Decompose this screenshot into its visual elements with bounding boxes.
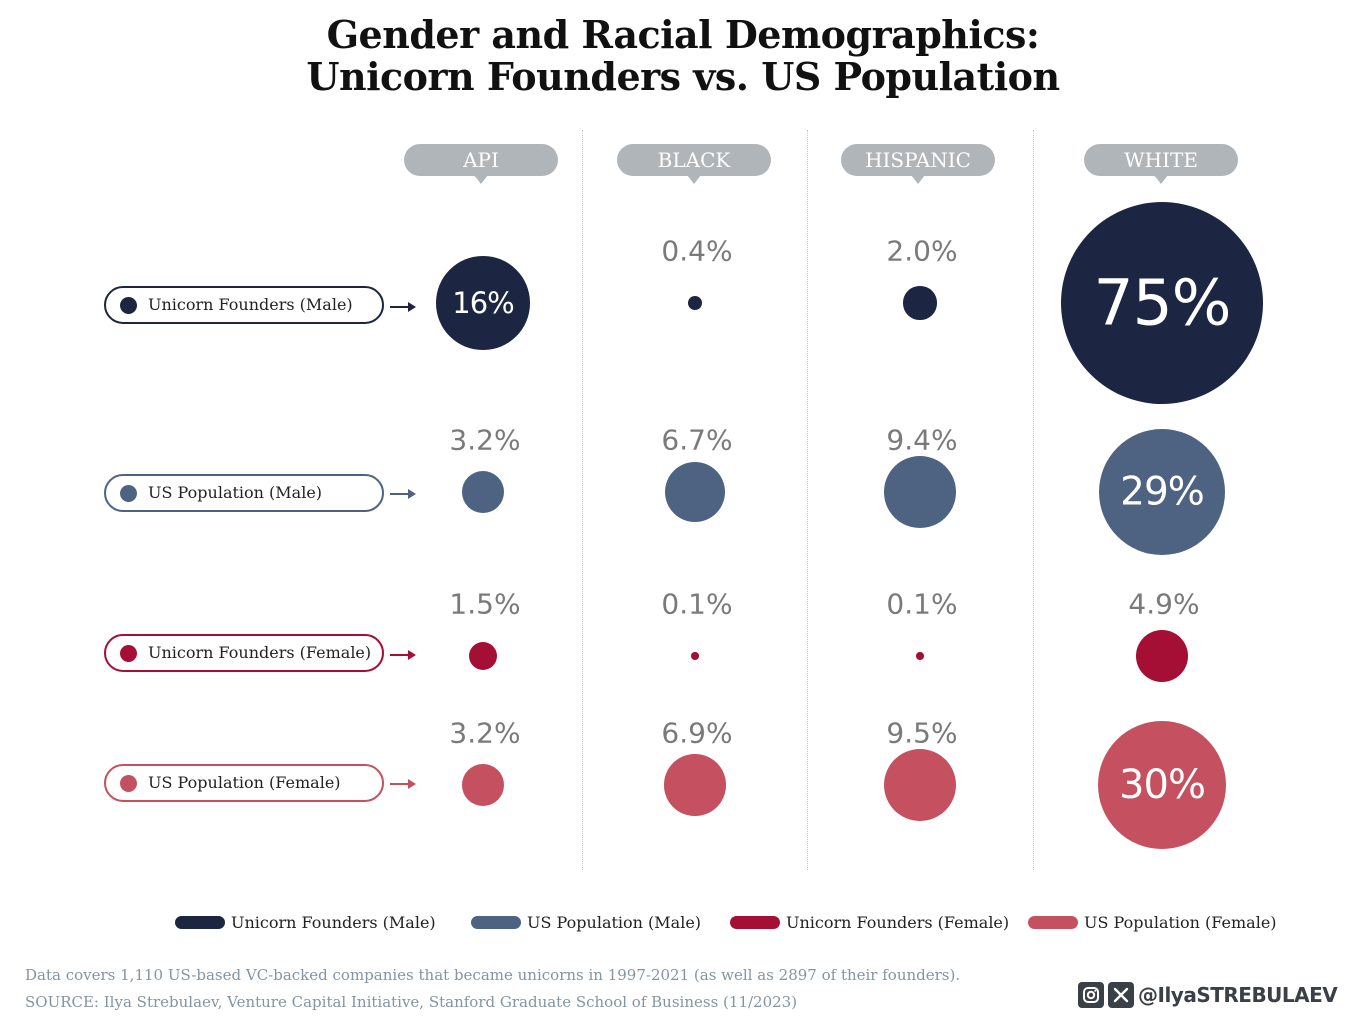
- legend-swatch: [730, 915, 780, 929]
- legend-label: Unicorn Founders (Female): [786, 912, 1010, 932]
- column-header-black: BLACK: [617, 144, 771, 184]
- bubble-value-label: 1.5%: [449, 587, 521, 621]
- bubble-value-label: 0.1%: [886, 587, 958, 621]
- bubble-value-label: 6.7%: [661, 423, 733, 457]
- row-label-text: US Population (Male): [148, 483, 323, 502]
- legend-swatch: [175, 915, 225, 929]
- row-label-us-population-male: US Population (Male): [104, 474, 384, 512]
- bubble-value-label: 0.1%: [661, 587, 733, 621]
- row-arrow: [390, 302, 416, 312]
- bubble: [903, 286, 937, 320]
- column-divider: [807, 130, 808, 870]
- bubble-value-label: 9.5%: [886, 716, 958, 750]
- bubble-value-label: 2.0%: [886, 234, 958, 268]
- bubble-value-label: 4.9%: [1128, 587, 1200, 621]
- data-coverage-note: Data covers 1,110 US-based VC-backed com…: [25, 966, 961, 984]
- bubble-value-label: 29%: [1120, 469, 1205, 515]
- bubble: [916, 652, 924, 660]
- bubble-value-label: 16%: [452, 286, 514, 320]
- bubble: [664, 754, 726, 816]
- x-icon: [1108, 982, 1134, 1008]
- row-arrow: [390, 650, 416, 660]
- row-label-unicorn-founders-male: Unicorn Founders (Male): [104, 286, 384, 324]
- legend-item-unicorn-founders-female: Unicorn Founders (Female): [730, 910, 1009, 934]
- row-arrow: [390, 489, 416, 499]
- bubble-value-label: 30%: [1119, 762, 1206, 808]
- legend-item-unicorn-founders-male: Unicorn Founders (Male): [175, 910, 436, 934]
- bubble: [883, 748, 957, 822]
- legend-swatch: [471, 915, 521, 929]
- instagram-icon: [1078, 982, 1104, 1008]
- row-color-dot: [120, 645, 137, 662]
- row-color-dot: [120, 775, 137, 792]
- bubble: [1136, 630, 1188, 682]
- row-label-us-population-female: US Population (Female): [104, 764, 384, 802]
- bubble-value-label: 6.9%: [661, 716, 733, 750]
- legend-item-us-population-male: US Population (Male): [471, 910, 701, 934]
- bubble: [1098, 428, 1225, 555]
- chart-title-line1: Gender and Racial Demographics:: [326, 12, 1040, 57]
- bubble-value-label: 0.4%: [661, 234, 733, 268]
- row-color-dot: [120, 485, 137, 502]
- bubble-value-label: 9.4%: [886, 423, 958, 457]
- legend-label: US Population (Male): [527, 912, 702, 932]
- column-divider: [1033, 130, 1034, 870]
- bubble: [691, 652, 699, 660]
- column-header-white: WHITE: [1084, 144, 1238, 184]
- bubble: [1060, 201, 1264, 405]
- bubble: [1097, 720, 1227, 850]
- bubble: [664, 461, 726, 523]
- social-handle: @IlyaSTREBULAEV: [1138, 983, 1338, 1007]
- legend-item-us-population-female: US Population (Female): [1028, 910, 1277, 934]
- legend-swatch: [1028, 915, 1078, 929]
- chart-title-line2: Unicorn Founders vs. US Population: [306, 54, 1060, 99]
- column-header-api: API: [404, 144, 558, 184]
- row-label-text: US Population (Female): [148, 773, 341, 792]
- row-arrow: [390, 779, 416, 789]
- bubble: [468, 641, 498, 671]
- social-handle-block: @IlyaSTREBULAEV: [1078, 980, 1338, 1010]
- bubble-value-label: 3.2%: [449, 716, 521, 750]
- bubble: [687, 295, 703, 311]
- bubble: [462, 471, 504, 513]
- legend-label: US Population (Female): [1084, 912, 1277, 932]
- column-header-hispanic: HISPANIC: [841, 144, 995, 184]
- row-color-dot: [120, 297, 137, 314]
- row-label-unicorn-founders-female: Unicorn Founders (Female): [104, 634, 384, 672]
- bubble: [436, 256, 530, 350]
- bubble: [462, 764, 504, 806]
- row-label-text: Unicorn Founders (Male): [148, 295, 353, 314]
- column-divider: [582, 130, 583, 870]
- source-note: SOURCE: Ilya Strebulaev, Venture Capital…: [25, 993, 798, 1011]
- bubble: [884, 456, 956, 528]
- row-label-text: Unicorn Founders (Female): [148, 643, 372, 662]
- bubble-value-label: 3.2%: [449, 423, 521, 457]
- bubble-value-label: 75%: [1093, 266, 1231, 340]
- legend-label: Unicorn Founders (Male): [231, 912, 436, 932]
